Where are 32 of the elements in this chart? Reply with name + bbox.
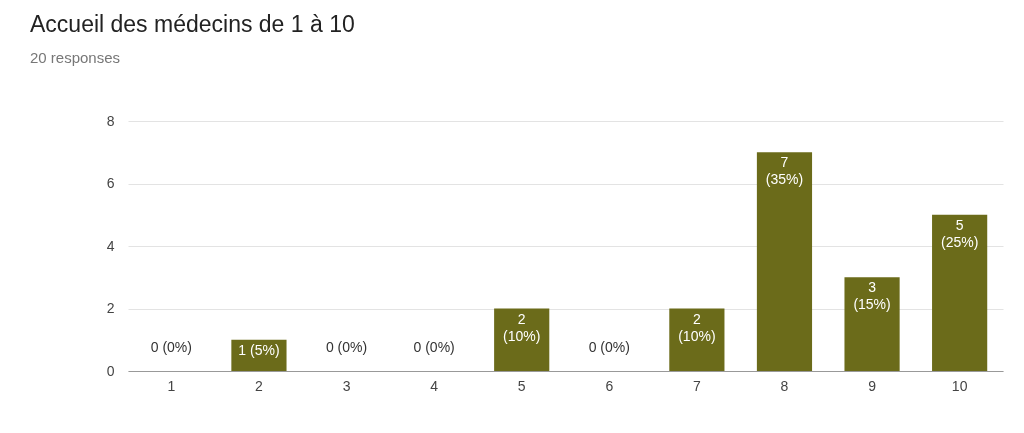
x-tick-label: 6	[605, 377, 614, 394]
x-tick-label: 10	[951, 377, 968, 394]
data-label: 5 (25%)	[940, 216, 979, 250]
x-tick-label: 8	[780, 377, 789, 394]
data-label: 0 (0%)	[150, 339, 192, 355]
x-tick-label: 7	[692, 377, 701, 394]
y-tick-label: 4	[106, 237, 115, 254]
bar	[844, 277, 900, 371]
bar	[932, 214, 988, 371]
x-tick-label: 9	[868, 377, 877, 394]
bar	[756, 152, 813, 371]
data-label: 0 (0%)	[325, 339, 368, 355]
y-tick-label: 6	[106, 175, 115, 191]
data-label: 0 (0%)	[588, 339, 630, 355]
data-label: 0 (0%)	[413, 339, 455, 355]
data-label: 2 (10%)	[503, 310, 541, 344]
chart-title: Accueil des médecins de 1 à 10	[30, 11, 355, 37]
data-label: 2 (10%)	[678, 310, 716, 344]
y-tick-label: 0	[106, 362, 115, 379]
x-tick-label: 3	[342, 377, 351, 394]
x-tick-label: 5	[517, 377, 526, 394]
y-tick-label: 2	[106, 300, 115, 316]
y-tick-label: 8	[106, 112, 115, 129]
data-label: 7 (35%)	[765, 154, 804, 188]
x-tick-label: 2	[255, 377, 264, 394]
bar	[669, 308, 725, 371]
bar	[494, 308, 550, 371]
x-tick-label: 4	[430, 377, 439, 394]
data-label: 1 (5%)	[238, 341, 280, 358]
chart-subtitle: 20 responses	[30, 49, 121, 66]
data-label: 3 (15%)	[853, 279, 891, 313]
x-tick-label: 1	[167, 377, 176, 394]
